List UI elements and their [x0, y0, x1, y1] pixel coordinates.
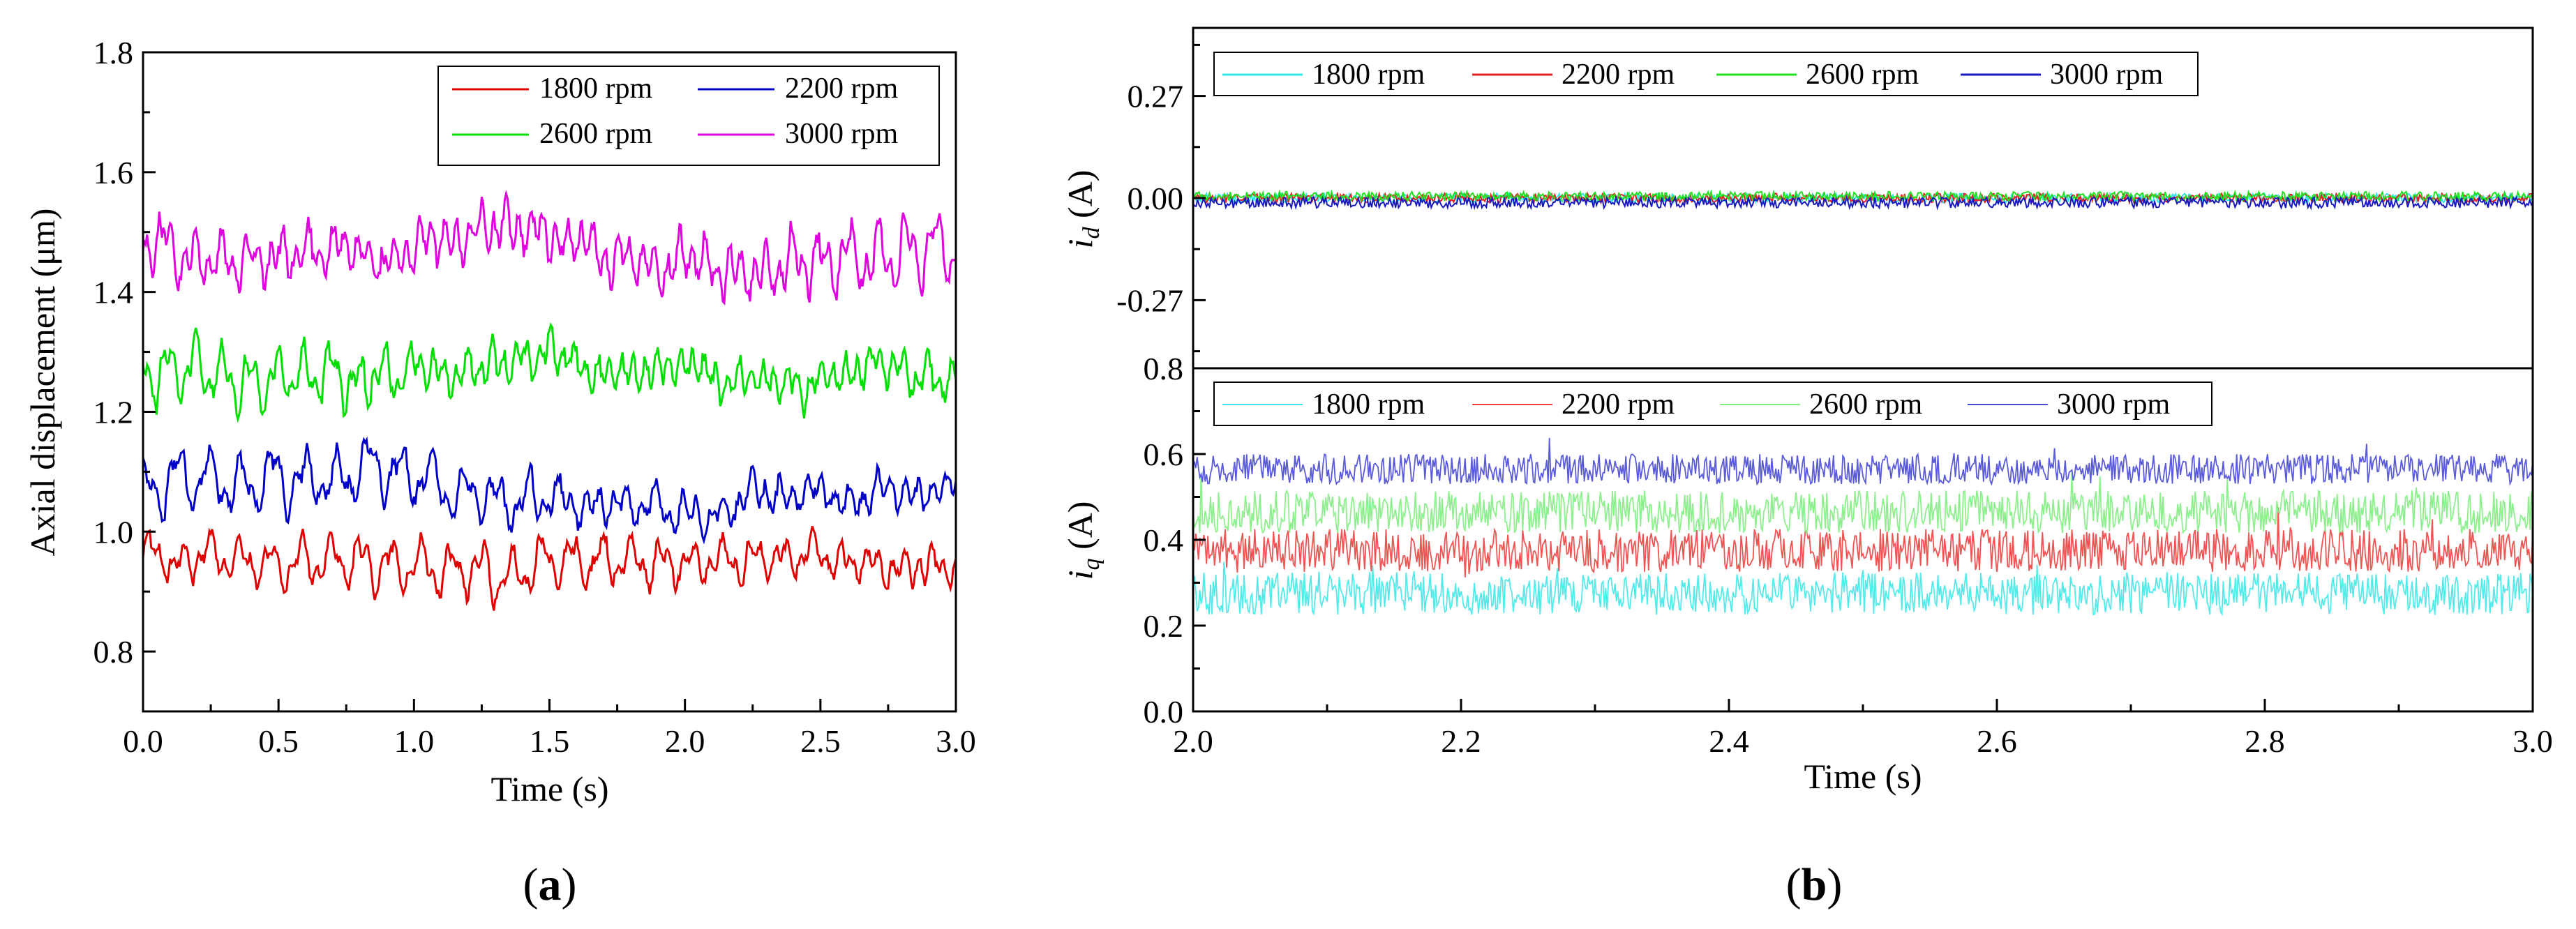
- panel-b-caption: (b): [1786, 859, 1843, 910]
- panel-b-top-ytick-label: -0.27: [1116, 282, 1183, 318]
- panel-a-xtick-label: 2.5: [800, 723, 841, 759]
- panel-b-bottom-legend-label: 2600 rpm: [1809, 388, 1922, 421]
- panel-b-bottom-ylabel-unit: (A): [1061, 501, 1100, 559]
- panel-b-bottom-ytick-label: 0.4: [1144, 522, 1184, 558]
- panel-b-top-ylabel-sub: d: [1079, 227, 1104, 239]
- panel-b-bottom-legend-label: 3000 rpm: [2057, 388, 2170, 421]
- panel-a-xtick-label: 1.0: [394, 723, 435, 759]
- panel-a-legend-label: 1800 rpm: [539, 73, 652, 105]
- panel-a-ytick-label: 1.4: [93, 275, 134, 310]
- panel-b-top-ytick-label: 0.00: [1128, 181, 1184, 216]
- panel-a-legend-box: [437, 66, 940, 166]
- panel-b-bottom-xtick-label: 3.0: [2513, 723, 2553, 759]
- panel-b-top-series-line: [1192, 195, 2533, 211]
- panel-a-ticks: 0.0 0.5 1.0 1.5 2.0 2.5 3.0 0.8 1.0 1.2 1.4 1.6 1.8: [93, 35, 976, 759]
- panel-a-xtick-label: 2.0: [665, 723, 705, 759]
- panel-b-bottom-series-line: [1192, 472, 2533, 536]
- panel-b-bottom-xtick-label: 2.4: [1709, 723, 1749, 759]
- panel-a-ytick-label: 1.0: [93, 514, 134, 550]
- panel-b-bottom-ylabel-main: i: [1061, 571, 1100, 580]
- panel-a-ytick-label: 0.8: [93, 634, 134, 670]
- panel-b-bottom-ytick-label: 0.2: [1144, 608, 1184, 644]
- panel-a-xtick-label: 3.0: [936, 723, 976, 759]
- panel-a-xtick-label: 1.5: [530, 723, 570, 759]
- panel-b-top-ticks: -0.27 0.00 0.27: [1116, 43, 1206, 353]
- panel-b-bottom-xtick-label: 2.2: [1441, 723, 1481, 759]
- panel-b-top-series: [1192, 188, 2533, 211]
- panel-b-top-series-line: [1192, 188, 2533, 204]
- panel-b-bottom-xtick-label: 2.6: [1977, 723, 2017, 759]
- panel-b-bottom-series: [1192, 437, 2533, 617]
- panel-a-ylabel: Axial displacement (μm): [23, 209, 62, 557]
- panel-b-bottom-xlabel: Time (s): [1804, 757, 1922, 796]
- panel-b-bottom-xtick-label: 2.8: [2245, 723, 2285, 759]
- panel-a-legend-label: 3000 rpm: [785, 118, 898, 150]
- panel-b-bottom-legend: 1800 rpm 2200 rpm 2600 rpm 3000 rpm: [1213, 382, 2212, 426]
- panel-a-xlabel: Time (s): [491, 769, 608, 808]
- panel-b-bottom-ticks: 2.0 2.2 2.4 2.6 2.8 3.0 0.0 0.2 0.4 0.6 0.8: [1144, 351, 2553, 759]
- panel-b-bottom-series-line: [1192, 507, 2533, 577]
- panel-a-series: [142, 189, 957, 611]
- panel-b-bottom-series-line: [1192, 561, 2533, 617]
- panel-a-legend: 1800 rpm 2200 rpm 2600 rpm 3000 rpm: [437, 66, 940, 166]
- panel-b-top-legend-label: 1800 rpm: [1312, 59, 1425, 91]
- panel-b-top-legend-label: 2600 rpm: [1806, 59, 1919, 91]
- panel-b-top-legend: 1800 rpm 2200 rpm 2600 rpm 3000 rpm: [1213, 52, 2199, 96]
- panel-a-xtick-label: 0.0: [123, 723, 163, 759]
- panel-a-series-line: [142, 525, 957, 611]
- panel-b-top: -0.27 0.00 0.27 id (A) 1800 rpm 2200 rpm 260…: [1061, 27, 2534, 370]
- panel-b-top-legend-label: 3000 rpm: [2050, 59, 2163, 91]
- panel-a-legend-label: 2200 rpm: [785, 73, 898, 105]
- panel-b-bottom-ytick-label: 0.8: [1144, 351, 1184, 386]
- panel-a-legend-label: 2600 rpm: [539, 118, 652, 150]
- panel-a-ytick-label: 1.2: [93, 394, 134, 430]
- panel-a-ytick-label: 1.6: [93, 155, 134, 190]
- panel-b-bottom-legend-label: 2200 rpm: [1562, 388, 1675, 421]
- panel-b-top-ylabel-unit: (A): [1061, 170, 1100, 227]
- panel-b-top-legend-label: 2200 rpm: [1562, 59, 1675, 91]
- panel-b-top-ylabel-main: i: [1061, 239, 1100, 249]
- panel-a-series-line: [142, 322, 957, 423]
- panel-a-caption-letter: a: [539, 859, 562, 910]
- panel-a-ytick-label: 1.8: [93, 35, 134, 70]
- panel-a-series-line: [142, 189, 957, 306]
- panel-b-caption-letter: b: [1802, 859, 1827, 910]
- panel-b-bottom-series-line: [1192, 437, 2533, 486]
- panel-a-caption: (a): [523, 859, 577, 910]
- panel-b-bottom-ylabel: iq (A): [1061, 501, 1104, 580]
- panel-b-top-ytick-label: 0.27: [1128, 79, 1184, 114]
- panel-b-top-ylabel: id (A): [1061, 170, 1104, 249]
- panel-b-bottom-ytick-label: 0.6: [1144, 437, 1184, 472]
- panel-a-xtick-label: 0.5: [258, 723, 299, 759]
- panel-a: 0.0 0.5 1.0 1.5 2.0 2.5 3.00.81.01.21.41.61.8 …: [23, 35, 976, 910]
- panel-b-bottom: 2.0 2.2 2.4 2.6 2.8 3.0 0.0 0.2 0.4 0.6 0.8 iq (A)…: [1061, 351, 2553, 910]
- panel-a-series-line: [142, 436, 957, 545]
- panel-b-bottom-xtick-label: 2.0: [1173, 723, 1213, 759]
- panel-b-bottom-ytick-label: 0.0: [1144, 694, 1184, 730]
- panel-b-bottom-legend-label: 1800 rpm: [1312, 388, 1425, 421]
- panel-b-bottom-ylabel-sub: q: [1079, 559, 1104, 571]
